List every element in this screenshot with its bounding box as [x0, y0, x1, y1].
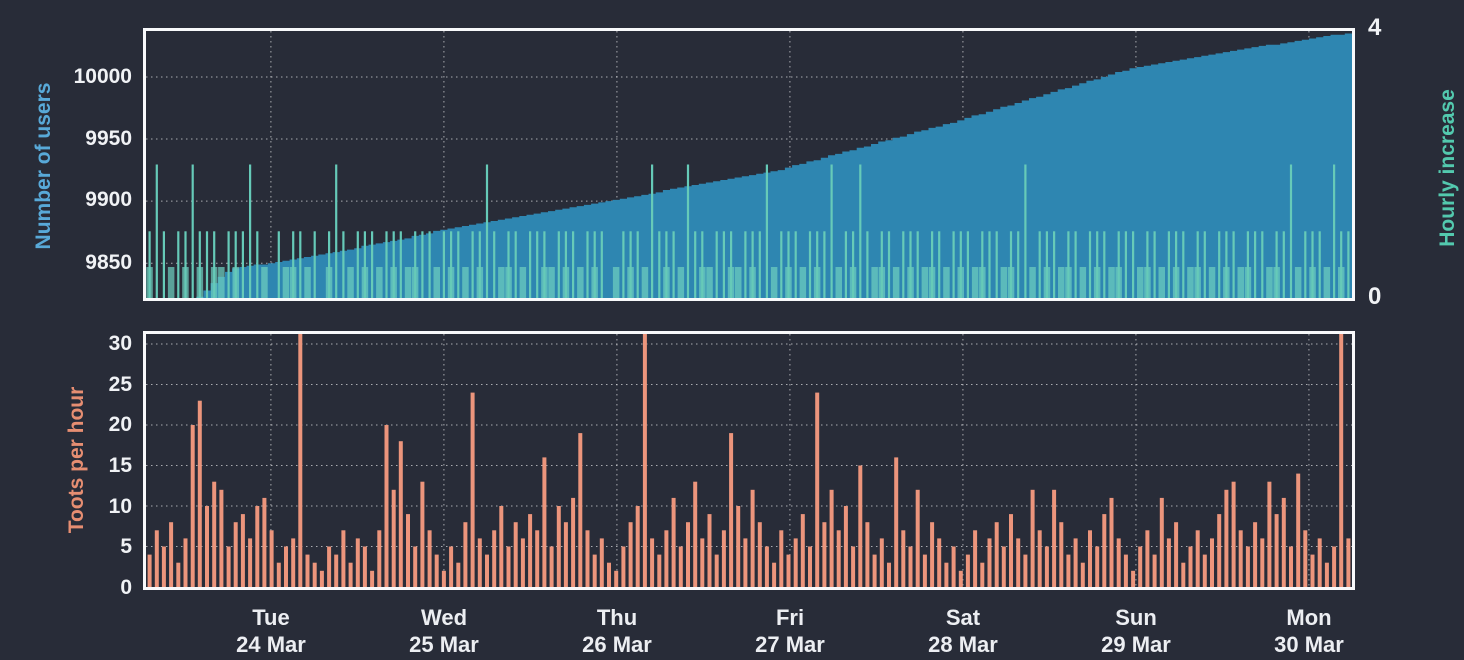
toots-ytick-10: 10	[108, 495, 132, 518]
users-ytick-9950: 9950	[85, 127, 132, 150]
xtick-date: 26 Mar	[582, 632, 652, 657]
toots-bars	[147, 334, 1351, 587]
users-chart-plot	[146, 31, 1352, 298]
users-ytick-10000: 10000	[73, 65, 132, 88]
xtick-date: 30 Mar	[1274, 632, 1344, 657]
users-chart-frame	[143, 28, 1355, 301]
toots-chart-plot	[146, 334, 1352, 587]
xtick-day: Mon	[1286, 605, 1332, 630]
hourly-ytick-0: 0	[1368, 283, 1382, 310]
xtick-tue: Tue 24 Mar	[181, 604, 361, 659]
toots-chart-frame	[143, 331, 1355, 590]
toots-axis-title: Toots per hour	[65, 386, 88, 534]
hourly-increase-axis-title: Hourly increase	[1436, 89, 1459, 247]
xtick-sat: Sat 28 Mar	[873, 604, 1053, 659]
toots-ytick-5: 5	[120, 535, 132, 558]
xtick-wed: Wed 25 Mar	[354, 604, 534, 659]
xtick-thu: Thu 26 Mar	[527, 604, 707, 659]
xtick-day: Wed	[420, 605, 468, 630]
users-area-series	[146, 32, 1352, 298]
toots-ytick-0: 0	[120, 576, 132, 599]
xtick-date: 29 Mar	[1101, 632, 1171, 657]
users-axis-title: Number of users	[32, 82, 55, 250]
xtick-date: 24 Mar	[236, 632, 306, 657]
toots-gridlines	[146, 334, 1352, 587]
toots-ytick-15: 15	[108, 454, 132, 477]
hourly-ytick-4: 4	[1368, 14, 1382, 41]
toots-ytick-25: 25	[108, 373, 132, 396]
users-ytick-9900: 9900	[85, 188, 132, 211]
users-ytick-9850: 9850	[85, 251, 132, 274]
xtick-date: 28 Mar	[928, 632, 998, 657]
xtick-day: Thu	[596, 605, 638, 630]
toots-ytick-30: 30	[108, 332, 132, 355]
xtick-day: Sun	[1115, 605, 1157, 630]
xtick-date: 27 Mar	[755, 632, 825, 657]
xtick-date: 25 Mar	[409, 632, 479, 657]
xtick-fri: Fri 27 Mar	[700, 604, 880, 659]
hourly-increase-bars	[146, 164, 1350, 298]
toots-ytick-20: 20	[108, 413, 132, 436]
xtick-day: Sat	[945, 605, 981, 630]
xtick-day: Fri	[775, 605, 805, 630]
xtick-mon: Mon 30 Mar	[1219, 604, 1399, 659]
xtick-day: Tue	[252, 605, 290, 630]
xtick-sun: Sun 29 Mar	[1046, 604, 1226, 659]
